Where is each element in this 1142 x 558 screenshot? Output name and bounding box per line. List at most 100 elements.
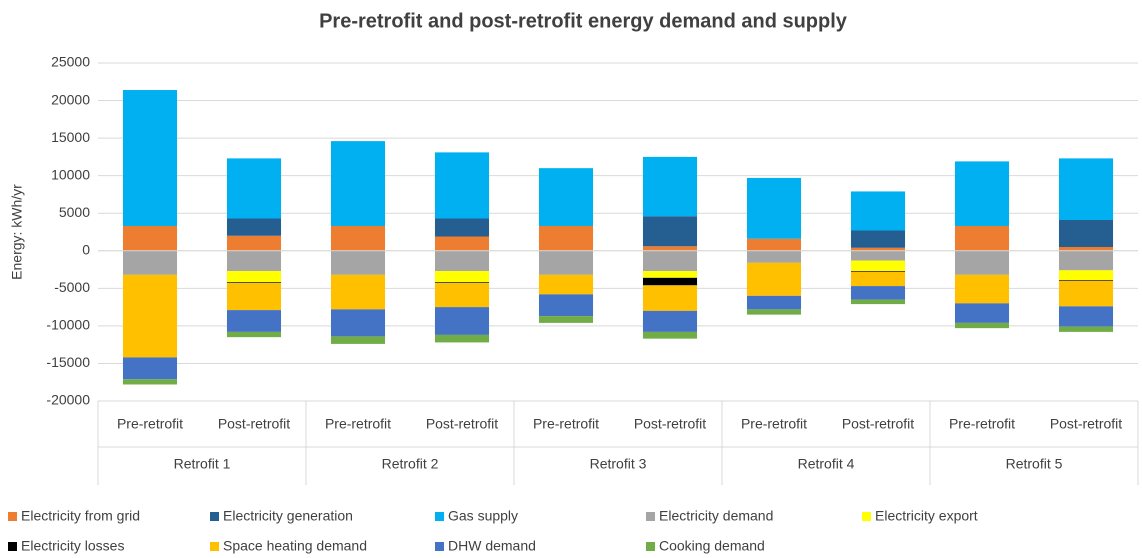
bar-segment (850, 247, 906, 251)
legend-swatch (210, 542, 219, 551)
bar-segment (538, 316, 594, 323)
bar-segment (642, 285, 698, 311)
group-label: Retrofit 5 (1006, 456, 1063, 472)
bar-segment (1058, 219, 1114, 248)
group-label: Retrofit 4 (798, 456, 855, 472)
bar-segment (434, 218, 490, 237)
bar-segment (538, 225, 594, 251)
bar-segment (746, 309, 802, 315)
bar-segment (226, 331, 282, 338)
bar-segment (642, 310, 698, 332)
bar-segment (954, 225, 1010, 251)
x-tick-label: Post-retrofit (218, 416, 290, 432)
legend-swatch (646, 542, 655, 551)
legend-swatch (862, 512, 871, 521)
bar-segment (954, 161, 1010, 226)
bar-segment (746, 238, 802, 251)
chart-title: Pre-retrofit and post-retrofit energy de… (319, 10, 848, 32)
y-tick-label: 5000 (59, 204, 90, 220)
bar-segment (226, 271, 282, 283)
y-tick-label: -15000 (46, 354, 90, 370)
bar-segment (226, 218, 282, 236)
x-tick-label: Post-retrofit (842, 416, 914, 432)
bar-segment (642, 246, 698, 251)
bar-segment (642, 250, 698, 272)
bar-segment (850, 299, 906, 305)
x-tick-label: Pre-retrofit (117, 416, 183, 432)
bar-segment (642, 277, 698, 286)
bar-segment (330, 336, 386, 344)
y-tick-label: 20000 (51, 91, 90, 107)
bar-segment (538, 168, 594, 226)
bar-segment (434, 236, 490, 251)
bar-segment (642, 156, 698, 217)
bar-segment (954, 322, 1010, 329)
bar-segment (538, 294, 594, 317)
bar-segment (1058, 270, 1114, 281)
bar-segment (226, 282, 282, 284)
bar-segment (850, 260, 906, 272)
bar-segment (330, 141, 386, 226)
bar-segment (850, 230, 906, 248)
bar-segment (434, 307, 490, 335)
bar-segment (1058, 158, 1114, 220)
bar-segment (746, 262, 802, 296)
x-tick-label: Post-retrofit (634, 416, 706, 432)
group-label: Retrofit 2 (382, 456, 439, 472)
y-tick-label: 0 (82, 241, 90, 257)
x-tick-label: Pre-retrofit (741, 416, 807, 432)
bar-segment (1058, 280, 1114, 281)
legend-swatch (8, 512, 17, 521)
bar-segment (434, 271, 490, 283)
group-label: Retrofit 3 (590, 456, 647, 472)
legend-swatch (646, 512, 655, 521)
bar-segment (434, 250, 490, 272)
legend-label: Space heating demand (223, 538, 367, 554)
x-tick-label: Pre-retrofit (949, 416, 1015, 432)
bar-segment (1058, 247, 1114, 251)
bar-segment (1058, 326, 1114, 332)
bar-segment (226, 283, 282, 311)
bar-segment (538, 250, 594, 275)
bar-segment (642, 216, 698, 247)
bar-segment (954, 274, 1010, 304)
bar-segment (122, 225, 178, 251)
legend-label: Gas supply (448, 508, 518, 524)
legend-label: Cooking demand (659, 538, 765, 554)
legend-swatch (8, 542, 17, 551)
legend-label: Electricity demand (659, 508, 773, 524)
bar-segment (1058, 250, 1114, 271)
bar-segment (954, 303, 1010, 323)
y-tick-label: 15000 (51, 129, 90, 145)
bar-segment (954, 250, 1010, 275)
legend-label: Electricity from grid (21, 508, 140, 524)
bar-segment (850, 191, 906, 231)
bar-segment (330, 274, 386, 310)
legend-label: DHW demand (448, 538, 536, 554)
bar-segment (330, 225, 386, 251)
y-axis-label: Energy: kWh/yr (9, 184, 25, 280)
bar-segment (330, 250, 386, 275)
bar-segment (434, 334, 490, 343)
y-tick-label: 10000 (51, 166, 90, 182)
y-tick-label: -20000 (46, 392, 90, 408)
legend-label: Electricity generation (223, 508, 353, 524)
bar-segment (746, 177, 802, 239)
x-tick-label: Pre-retrofit (533, 416, 599, 432)
bar-segment (746, 250, 802, 263)
bar-segment (538, 274, 594, 295)
legend-label: Electricity export (875, 508, 978, 524)
bar-segment (122, 90, 178, 226)
bar-segment (1058, 306, 1114, 327)
bar-segment (226, 235, 282, 251)
bar-segment (226, 250, 282, 272)
bar-segment (434, 283, 490, 308)
bar-segment (434, 282, 490, 284)
bar-segment (642, 331, 698, 339)
legend-label: Electricity losses (21, 538, 124, 554)
y-tick-label: 25000 (51, 54, 90, 70)
y-tick-label: -5000 (54, 279, 90, 295)
bar-segment (434, 152, 490, 219)
bar-segment (122, 357, 178, 380)
